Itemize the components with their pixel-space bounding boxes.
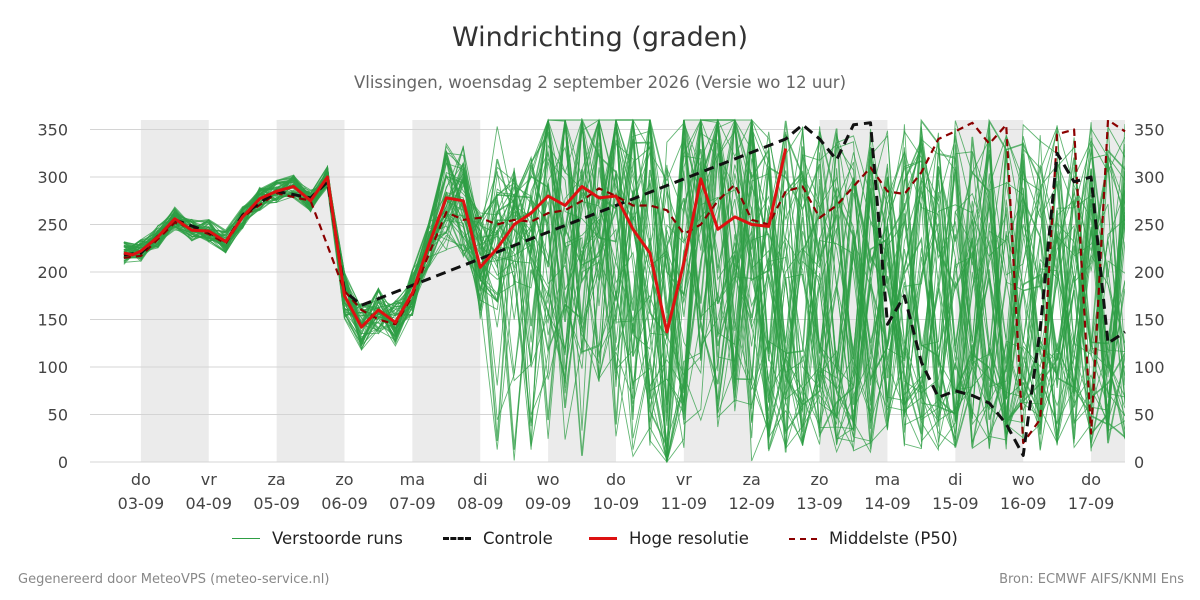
x-tick-date-7: 10-09 xyxy=(593,494,640,513)
x-tick-date-14: 17-09 xyxy=(1068,494,1115,513)
x-tick-day-4: ma xyxy=(400,470,425,489)
x-tick-day-12: di xyxy=(948,470,963,489)
x-tick-date-0: 03-09 xyxy=(118,494,165,513)
legend-swatch-median xyxy=(789,537,817,540)
legend: Verstoorde runs Controle Hoge resolutie … xyxy=(0,529,1200,555)
y-tick-right-200: 200 xyxy=(1134,263,1165,282)
ensemble-member-48 xyxy=(123,119,1125,442)
legend-label-high-res: Hoge resolutie xyxy=(629,529,749,548)
legend-label-perturbed: Verstoorde runs xyxy=(272,529,403,548)
legend-item-high-res: Hoge resolutie xyxy=(589,529,749,548)
series-line-median xyxy=(123,118,1126,445)
y-tick-right-300: 300 xyxy=(1134,168,1165,187)
x-tick-day-10: zo xyxy=(810,470,828,489)
legend-item-perturbed-runs: Verstoorde runs xyxy=(232,529,403,548)
ensemble-member-17 xyxy=(123,119,1125,450)
chart-subtitle: Vlissingen, woensdag 2 september 2026 (V… xyxy=(353,73,847,92)
legend-label-control: Controle xyxy=(483,529,553,548)
y-tick-left-100: 100 xyxy=(37,358,68,377)
x-tick-date-13: 16-09 xyxy=(1000,494,1047,513)
weekend-band-0 xyxy=(140,120,209,462)
y-tick-right-100: 100 xyxy=(1134,358,1165,377)
x-tick-day-14: do xyxy=(1081,470,1101,489)
x-tick-date-6: 09-09 xyxy=(525,494,572,513)
ensemble-member-49 xyxy=(123,118,1125,450)
y-tick-left-0: 0 xyxy=(58,453,68,472)
x-tick-day-3: zo xyxy=(335,470,353,489)
ensemble-member-42 xyxy=(123,119,1125,438)
x-tick-date-1: 04-09 xyxy=(186,494,233,513)
legend-item-control: Controle xyxy=(443,529,553,548)
y-tick-right-350: 350 xyxy=(1134,121,1165,140)
x-tick-day-5: di xyxy=(473,470,488,489)
ensemble-member-41 xyxy=(123,119,1125,452)
legend-swatch-high-res xyxy=(589,537,617,540)
x-tick-day-11: ma xyxy=(875,470,900,489)
x-tick-day-2: za xyxy=(268,470,286,489)
chart-title: Windrichting (graden) xyxy=(451,22,749,53)
y-tick-left-300: 300 xyxy=(37,168,68,187)
y-tick-left-250: 250 xyxy=(37,216,68,235)
y-tick-right-150: 150 xyxy=(1134,311,1165,330)
x-tick-date-9: 12-09 xyxy=(728,494,775,513)
ensemble-group xyxy=(123,118,1125,464)
y-tick-left-350: 350 xyxy=(37,121,68,140)
y-tick-left-50: 50 xyxy=(48,406,68,425)
legend-swatch-perturbed xyxy=(232,538,260,539)
y-tick-right-0: 0 xyxy=(1134,453,1144,472)
y-tick-right-250: 250 xyxy=(1134,216,1165,235)
x-tick-date-2: 05-09 xyxy=(253,494,300,513)
weekend-band-2 xyxy=(412,120,481,462)
ensemble-member-27 xyxy=(123,119,1125,463)
series-line-high-res xyxy=(123,148,788,334)
x-tick-day-13: wo xyxy=(1012,470,1035,489)
legend-label-median: Middelste (P50) xyxy=(829,529,958,548)
y-tick-left-200: 200 xyxy=(37,263,68,282)
weekend-band-1 xyxy=(276,120,345,462)
x-tick-date-5: 08-09 xyxy=(457,494,504,513)
y-tick-left-150: 150 xyxy=(37,311,68,330)
legend-item-median: Middelste (P50) xyxy=(789,529,958,548)
x-tick-date-3: 06-09 xyxy=(321,494,368,513)
x-tick-date-10: 13-09 xyxy=(796,494,843,513)
x-tick-date-11: 14-09 xyxy=(864,494,911,513)
x-tick-date-12: 15-09 xyxy=(932,494,979,513)
x-tick-day-6: wo xyxy=(537,470,560,489)
x-tick-day-1: vr xyxy=(201,470,217,489)
footer-source: Bron: ECMWF AIFS/KNMI Ens xyxy=(999,572,1184,587)
x-tick-day-7: do xyxy=(606,470,626,489)
footer-generated-by: Gegenereerd door MeteoVPS (meteo-service… xyxy=(18,572,330,587)
x-tick-date-8: 11-09 xyxy=(661,494,708,513)
x-tick-day-0: do xyxy=(131,470,151,489)
x-tick-day-8: vr xyxy=(676,470,692,489)
x-tick-day-9: za xyxy=(743,470,761,489)
y-tick-right-50: 50 xyxy=(1134,406,1154,425)
legend-swatch-control xyxy=(443,537,471,540)
x-tick-date-4: 07-09 xyxy=(389,494,436,513)
